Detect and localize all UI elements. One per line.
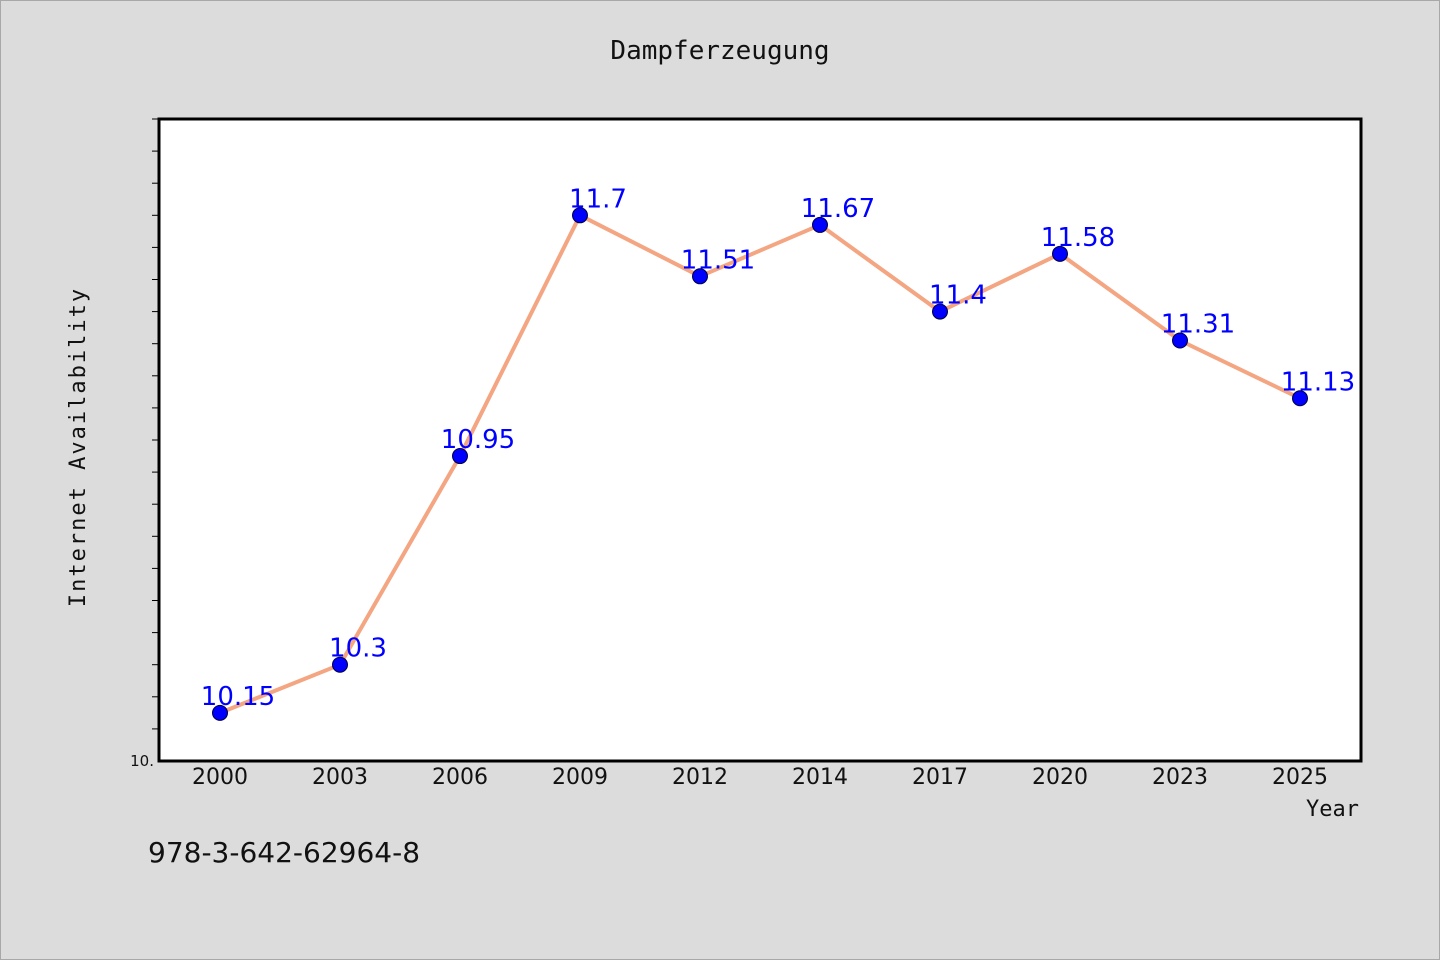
- y-axis-label: Internet Availability: [66, 287, 91, 607]
- x-tick-label: 2006: [432, 765, 488, 790]
- x-tick-label: 2025: [1272, 765, 1328, 790]
- data-label: 11.13: [1281, 367, 1355, 397]
- y-axis-ticks: [152, 118, 159, 730]
- isbn-text: 978-3-642-62964-8: [148, 836, 421, 869]
- data-label: 10.95: [441, 425, 515, 455]
- chart-title: Dampferzeugung: [610, 36, 830, 66]
- x-tick-label: 2012: [672, 765, 728, 790]
- series-layer: 10.15 10.3 10.95 11.7 11.51 11.67 11.4 11.58 11.…: [201, 184, 1355, 721]
- x-tick-label: 2023: [1152, 765, 1208, 790]
- data-label: 10.15: [201, 682, 275, 712]
- plot-area: [157, 117, 1363, 763]
- data-label: 11.51: [681, 245, 755, 275]
- x-tick-label: 2003: [312, 765, 368, 790]
- data-point: [212, 704, 228, 721]
- data-point: [812, 216, 828, 233]
- x-axis-ticks: 2000 2003 2006 2009 2012 2014 2017 2020 2023 2025: [192, 765, 1328, 790]
- x-tick-label: 2014: [792, 765, 848, 790]
- data-label: 11.4: [929, 281, 987, 311]
- data-label: 10.3: [329, 634, 387, 664]
- x-tick-label: 2020: [1032, 765, 1088, 790]
- data-point: [332, 656, 348, 673]
- data-point: [1052, 245, 1068, 262]
- data-point: [692, 268, 708, 285]
- series-line: [219, 213, 1301, 715]
- data-label: 11.58: [1041, 223, 1115, 253]
- data-point: [1292, 390, 1308, 407]
- x-tick-label: 2009: [552, 765, 608, 790]
- data-point: [1172, 332, 1188, 349]
- x-tick-label: 2017: [912, 765, 968, 790]
- data-point: [572, 207, 588, 224]
- x-axis-label: Year: [1306, 797, 1359, 822]
- y-tick-label: 10.: [130, 752, 154, 770]
- data-point: [452, 448, 468, 465]
- data-label: 11.7: [569, 184, 627, 214]
- data-point: [932, 303, 948, 320]
- data-label: 11.67: [801, 194, 875, 224]
- data-label: 11.31: [1161, 309, 1235, 339]
- x-tick-label: 2000: [192, 765, 248, 790]
